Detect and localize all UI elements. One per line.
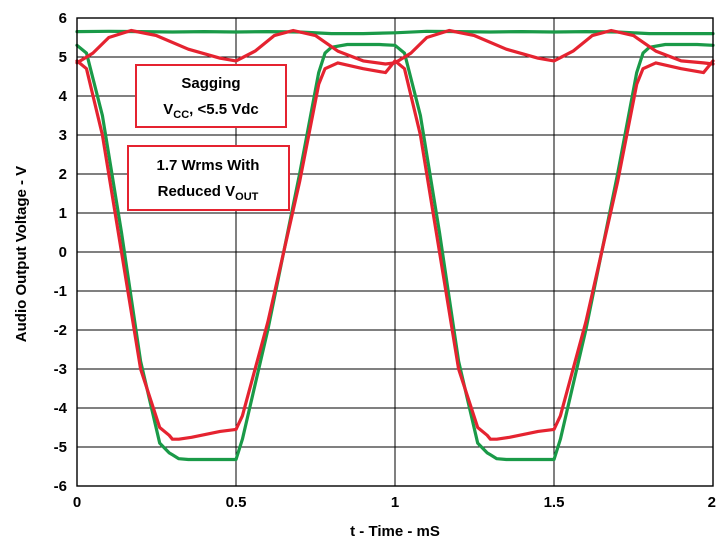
annotation-line-2: VCC, <5.5 Vdc	[163, 101, 259, 121]
y-tick-label: 4	[59, 88, 68, 105]
y-tick-label: 2	[59, 166, 67, 183]
annotation-line-1: 1.7 Wrms With	[157, 157, 260, 174]
annotation-line-1: Sagging	[181, 75, 240, 92]
y-tick-label: -5	[54, 439, 67, 456]
y-tick-label: 0	[59, 244, 67, 261]
y-tick-label: -2	[54, 322, 67, 339]
annotation-line-2: Reduced VOUT	[158, 183, 259, 203]
x-tick-label: 1.5	[544, 494, 565, 511]
y-tick-label: 5	[59, 49, 67, 66]
series-line-4	[75, 28, 715, 66]
y-tick-label: 1	[59, 205, 67, 222]
y-tick-label: 6	[59, 10, 67, 27]
x-axis-label: t - Time - mS	[350, 523, 440, 540]
x-tick-label: 1	[391, 494, 399, 511]
annotation-box	[127, 145, 290, 211]
series-group	[75, 28, 715, 462]
x-tick-label: 0.5	[226, 494, 247, 511]
plot-frame	[76, 17, 714, 487]
y-tick-label: 3	[59, 127, 67, 144]
y-tick-labels: 6 5 4 3 2 1 0 -1 -2 -3 -4 -5 -6	[54, 10, 68, 495]
y-axis-label: Audio Output Voltage - V	[13, 166, 30, 342]
annotation-box	[135, 64, 287, 128]
x-tick-label: 0	[73, 494, 81, 511]
y-tick-label: -4	[54, 400, 68, 417]
annotation-sagging-vcc: Sagging VCC, <5.5 Vdc	[135, 64, 287, 128]
y-tick-label: -1	[54, 283, 67, 300]
y-tick-label: -3	[54, 361, 67, 378]
series-line-3	[75, 59, 715, 441]
x-tick-label: 2	[708, 494, 716, 511]
x-tick-labels: 0 0.5 1 1.5 2	[73, 494, 716, 511]
annotation-reduced-vout: 1.7 Wrms With Reduced VOUT	[127, 145, 290, 211]
y-tick-label: -6	[54, 478, 67, 495]
